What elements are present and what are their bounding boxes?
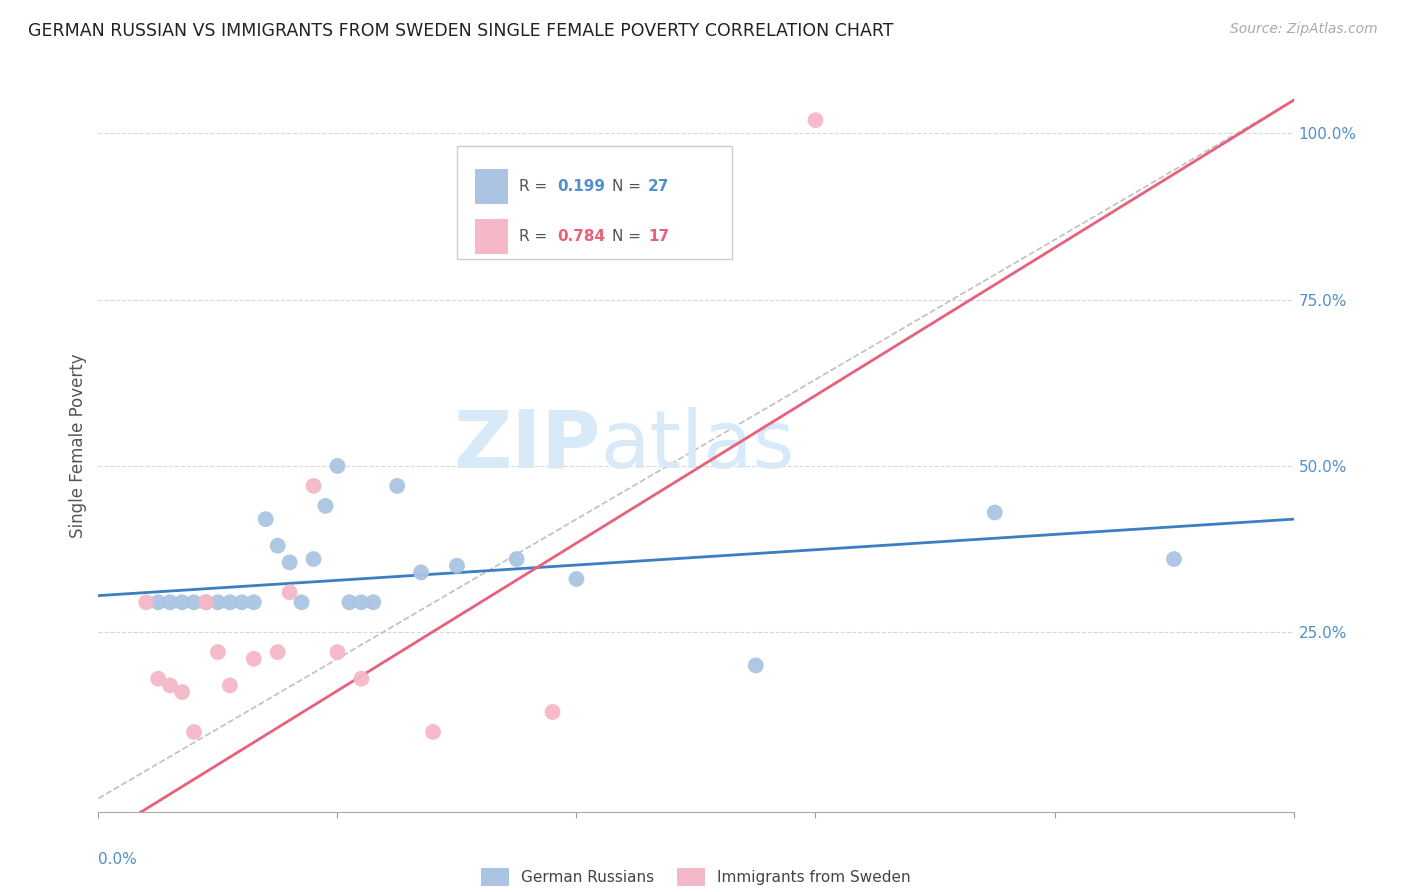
Point bbox=[267, 539, 290, 553]
FancyBboxPatch shape bbox=[475, 219, 509, 254]
Point bbox=[363, 595, 385, 609]
Point bbox=[219, 678, 242, 692]
Point bbox=[984, 506, 1007, 520]
Point bbox=[411, 566, 433, 580]
Point bbox=[195, 595, 218, 609]
Point bbox=[243, 595, 266, 609]
Text: N =: N = bbox=[613, 179, 647, 194]
Text: Source: ZipAtlas.com: Source: ZipAtlas.com bbox=[1230, 22, 1378, 37]
Text: GERMAN RUSSIAN VS IMMIGRANTS FROM SWEDEN SINGLE FEMALE POVERTY CORRELATION CHART: GERMAN RUSSIAN VS IMMIGRANTS FROM SWEDEN… bbox=[28, 22, 894, 40]
Text: 0.199: 0.199 bbox=[557, 179, 606, 194]
Point bbox=[148, 595, 170, 609]
Point bbox=[291, 595, 314, 609]
Text: R =: R = bbox=[519, 179, 553, 194]
Point bbox=[207, 645, 229, 659]
Point bbox=[541, 705, 564, 719]
Text: 27: 27 bbox=[648, 179, 669, 194]
Y-axis label: Single Female Poverty: Single Female Poverty bbox=[69, 354, 87, 538]
Point bbox=[159, 678, 181, 692]
Point bbox=[231, 595, 253, 609]
Point bbox=[207, 595, 229, 609]
Point bbox=[278, 585, 301, 599]
Point bbox=[302, 479, 325, 493]
Point bbox=[506, 552, 529, 566]
Point bbox=[159, 595, 181, 609]
Text: N =: N = bbox=[613, 229, 647, 244]
Point bbox=[326, 645, 349, 659]
Point bbox=[326, 458, 349, 473]
Point bbox=[565, 572, 588, 586]
Point bbox=[148, 672, 170, 686]
Text: 0.784: 0.784 bbox=[557, 229, 606, 244]
Point bbox=[315, 499, 337, 513]
Point bbox=[219, 595, 242, 609]
Legend: German Russians, Immigrants from Sweden: German Russians, Immigrants from Sweden bbox=[475, 862, 917, 892]
Point bbox=[422, 725, 444, 739]
FancyBboxPatch shape bbox=[475, 169, 509, 204]
Text: R =: R = bbox=[519, 229, 553, 244]
Point bbox=[350, 595, 373, 609]
Point bbox=[243, 652, 266, 666]
Point bbox=[278, 555, 301, 569]
Point bbox=[172, 685, 194, 699]
Point bbox=[183, 725, 205, 739]
Text: 0.0%: 0.0% bbox=[98, 852, 138, 867]
Point bbox=[350, 672, 373, 686]
Point bbox=[745, 658, 768, 673]
Point bbox=[385, 479, 409, 493]
Point bbox=[172, 595, 194, 609]
Point bbox=[135, 595, 157, 609]
Point bbox=[267, 645, 290, 659]
Point bbox=[446, 558, 468, 573]
Point bbox=[183, 595, 205, 609]
Point bbox=[1163, 552, 1185, 566]
FancyBboxPatch shape bbox=[457, 146, 733, 260]
Point bbox=[302, 552, 325, 566]
Point bbox=[195, 595, 218, 609]
Text: atlas: atlas bbox=[600, 407, 794, 485]
Point bbox=[254, 512, 277, 526]
Text: 17: 17 bbox=[648, 229, 669, 244]
Point bbox=[804, 113, 827, 128]
Text: ZIP: ZIP bbox=[453, 407, 600, 485]
Point bbox=[339, 595, 360, 609]
